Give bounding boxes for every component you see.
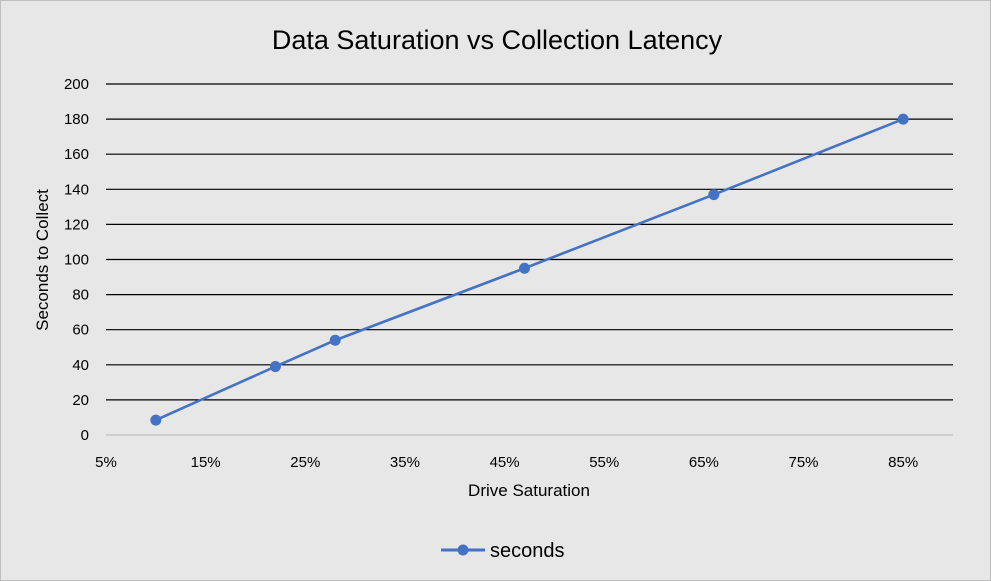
series-line [155,117,904,422]
x-axis-ticks: 5% 15% 25% 35% 45% 55% 65% 75% 85% [95,454,918,471]
legend-marker-seconds [457,544,469,556]
data-point [329,334,341,346]
data-point [708,189,720,201]
data-point [897,113,909,125]
x-tick-label: 85% [888,454,918,471]
y-tick-label: 0 [81,427,89,444]
x-tick-label: 5% [95,454,117,471]
y-tick-label: 180 [64,111,89,128]
legend-label-seconds: seconds [490,540,565,562]
x-tick-label: 15% [191,454,221,471]
legend: seconds [441,540,565,562]
y-tick-label: 20 [72,392,89,409]
y-tick-label: 80 [72,287,89,304]
y-tick-label: 120 [64,216,89,233]
data-point [150,414,162,426]
x-tick-label: 35% [390,454,420,471]
y-tick-label: 40 [72,357,89,374]
y-axis-title: Seconds to Collect [33,189,52,331]
x-tick-label: 65% [689,454,719,471]
y-tick-label: 60 [72,322,89,339]
x-tick-label: 45% [490,454,520,471]
y-tick-label: 160 [64,146,89,163]
x-tick-label: 75% [789,454,819,471]
x-axis-title: Drive Saturation [468,481,590,500]
gridlines [106,83,953,436]
data-point [519,262,531,274]
y-tick-label: 200 [64,76,89,93]
y-tick-label: 100 [64,252,89,269]
y-tick-label: 140 [64,181,89,198]
y-axis-ticks: 0 20 40 60 80 100 120 140 160 180 200 [64,76,89,444]
x-tick-label: 25% [290,454,320,471]
chart-title: Data Saturation vs Collection Latency [272,25,723,55]
series-seconds [150,113,909,426]
x-tick-label: 55% [589,454,619,471]
data-point [269,361,281,373]
